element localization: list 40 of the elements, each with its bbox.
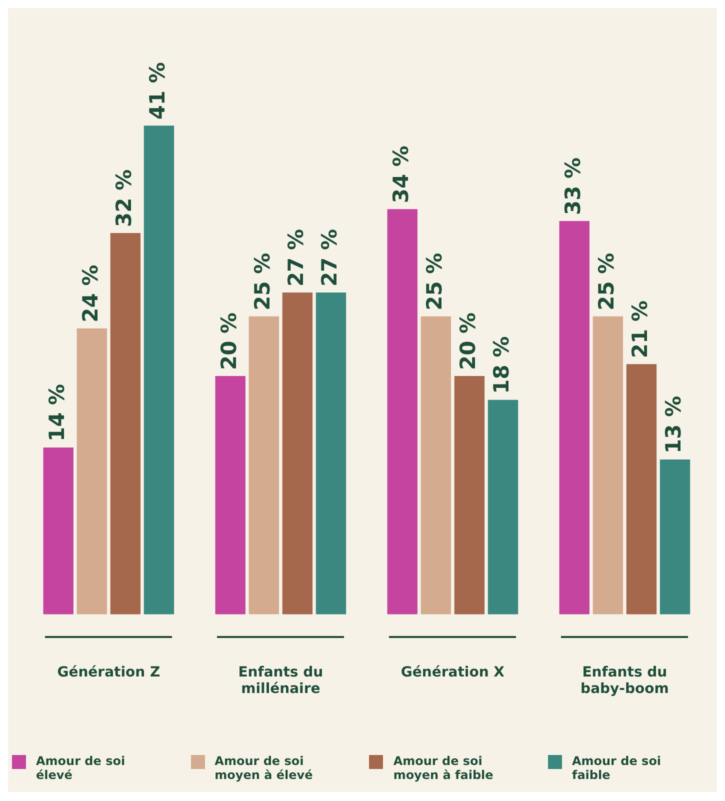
- bar: [110, 232, 141, 614]
- bar: [592, 316, 624, 614]
- data-label: 27 %: [317, 228, 342, 287]
- data-label: 20 %: [456, 312, 480, 370]
- bar: [282, 292, 313, 614]
- bar: [43, 448, 74, 614]
- legend-label: Amour de soi élevé: [36, 754, 126, 782]
- bar: [387, 209, 418, 614]
- bar: [215, 376, 246, 614]
- data-label: 25 %: [422, 252, 446, 310]
- x-tick-label: Enfants du baby-boom: [580, 664, 669, 698]
- data-label: 25 %: [250, 252, 274, 310]
- bar: [144, 126, 174, 614]
- bar: [454, 376, 485, 614]
- legend-label: Amour de soi faible: [572, 754, 662, 782]
- data-label: 21 %: [628, 300, 652, 358]
- data-label: 33 %: [560, 157, 585, 216]
- bar: [660, 459, 690, 614]
- data-label: 32 %: [112, 169, 136, 227]
- bar: [626, 364, 657, 614]
- legend-label: Amour de soi moyen à faible: [393, 754, 494, 782]
- bar: [559, 221, 590, 614]
- data-label: 20 %: [216, 312, 241, 370]
- data-label: 34 %: [388, 146, 413, 204]
- x-tick-label: Enfants du millénaire: [238, 664, 324, 698]
- bar: [488, 400, 518, 614]
- bar: [76, 328, 107, 614]
- data-label: 27 %: [284, 228, 308, 287]
- data-label: 18 %: [489, 336, 514, 394]
- data-label: 41 %: [145, 62, 170, 120]
- data-label: 13 %: [661, 396, 686, 454]
- bar: [420, 316, 452, 614]
- bar: [316, 292, 346, 614]
- x-tick-label: Génération X: [400, 664, 505, 680]
- data-label: 14 %: [44, 384, 69, 442]
- data-label: 25 %: [594, 252, 618, 310]
- x-tick-label: Génération Z: [57, 664, 160, 680]
- data-label: 24 %: [78, 264, 102, 322]
- bar: [248, 316, 279, 614]
- legend-label: Amour de soi moyen à élevé: [214, 754, 314, 782]
